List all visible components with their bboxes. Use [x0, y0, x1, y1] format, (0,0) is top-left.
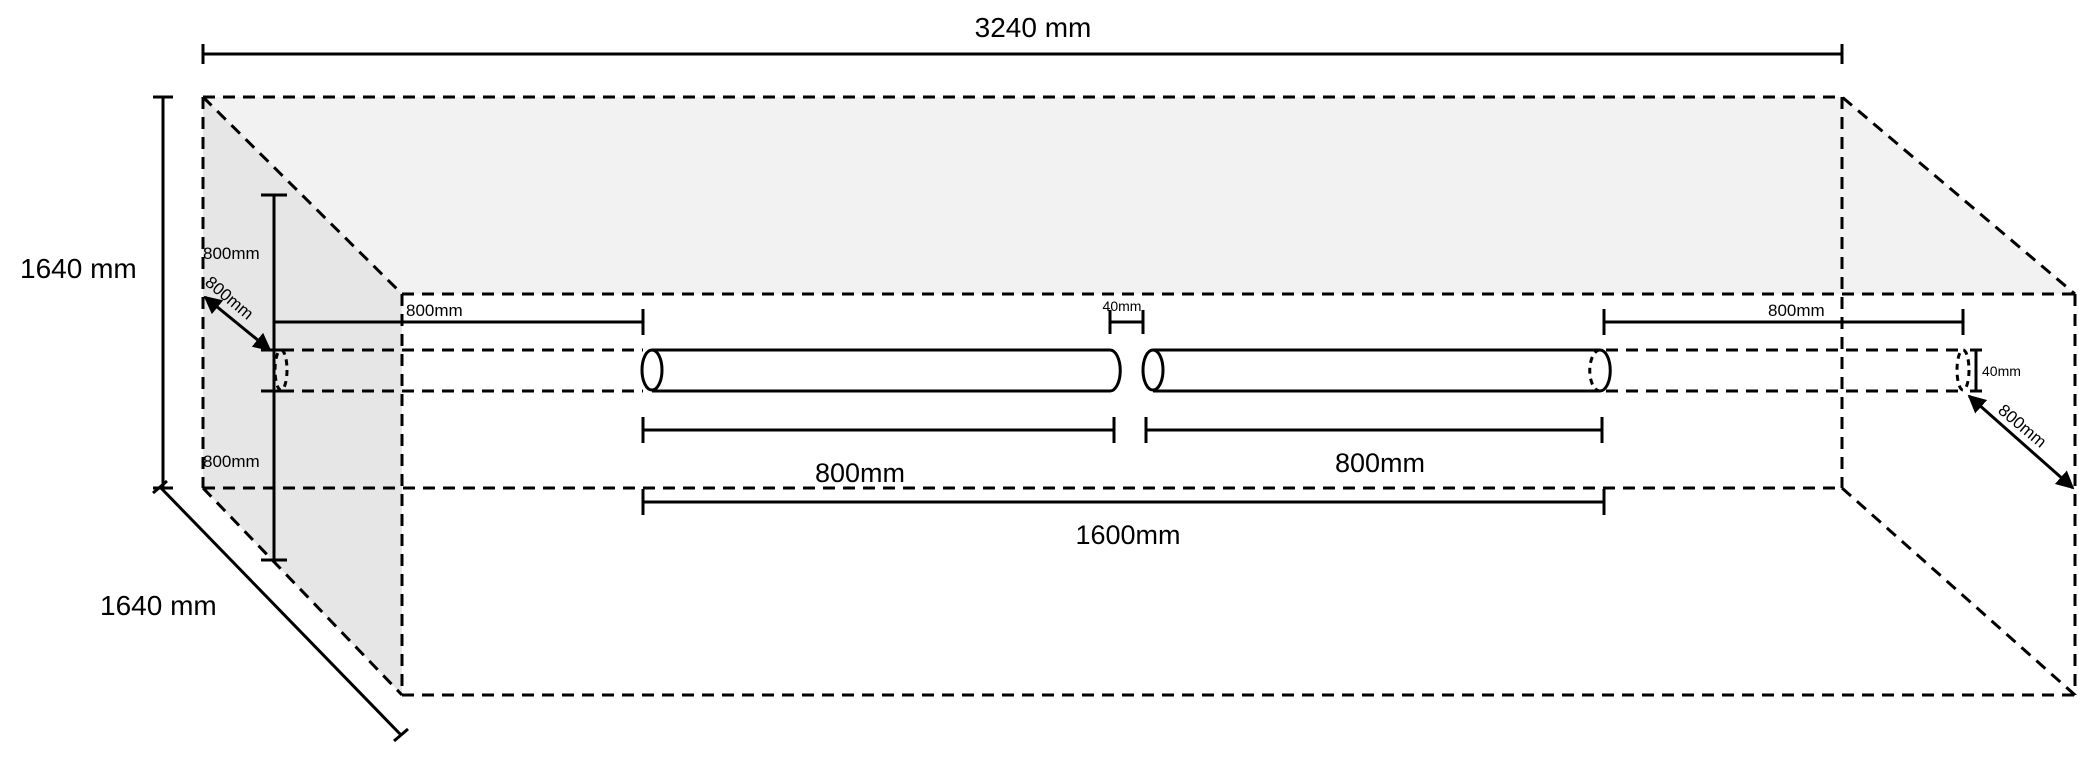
label-rod2-length: 800mm	[1335, 448, 1425, 478]
dim-left-offset	[274, 309, 645, 335]
dim-height-left	[153, 95, 173, 490]
label-rod1-length: 800mm	[815, 458, 905, 488]
label-right-offset: 800mm	[1768, 301, 1825, 320]
label-height-left: 1640 mm	[20, 253, 137, 284]
dim-right-diagonal	[1967, 394, 2075, 490]
dim-gap	[1108, 310, 1145, 334]
label-right-diameter: 40mm	[1982, 363, 2021, 379]
dim-right-diameter	[1970, 348, 1982, 393]
dim-rod2-length	[1144, 417, 1604, 443]
label-left-lower: 800mm	[203, 452, 260, 471]
box-outline	[201, 95, 2077, 697]
label-width-top: 3240 mm	[975, 12, 1092, 43]
label-left-upper: 800mm	[203, 244, 260, 263]
rod-2	[1141, 348, 1612, 393]
dim-rod1-length	[641, 417, 1116, 443]
top-face	[203, 97, 2075, 294]
dim-width-top	[201, 44, 1844, 64]
label-total-length: 1600mm	[1075, 520, 1180, 550]
label-depth-bottom: 1640 mm	[100, 590, 217, 621]
dim-depth-bottom	[152, 479, 409, 743]
label-gap: 40mm	[1103, 298, 1142, 314]
label-left-offset: 800mm	[406, 301, 463, 320]
dim-right-offset	[1602, 309, 1965, 335]
dim-left-diagonal	[203, 295, 272, 352]
rod-axis-guides	[273, 348, 1971, 393]
dim-total-length	[641, 489, 1606, 515]
rod-1	[640, 348, 1122, 393]
